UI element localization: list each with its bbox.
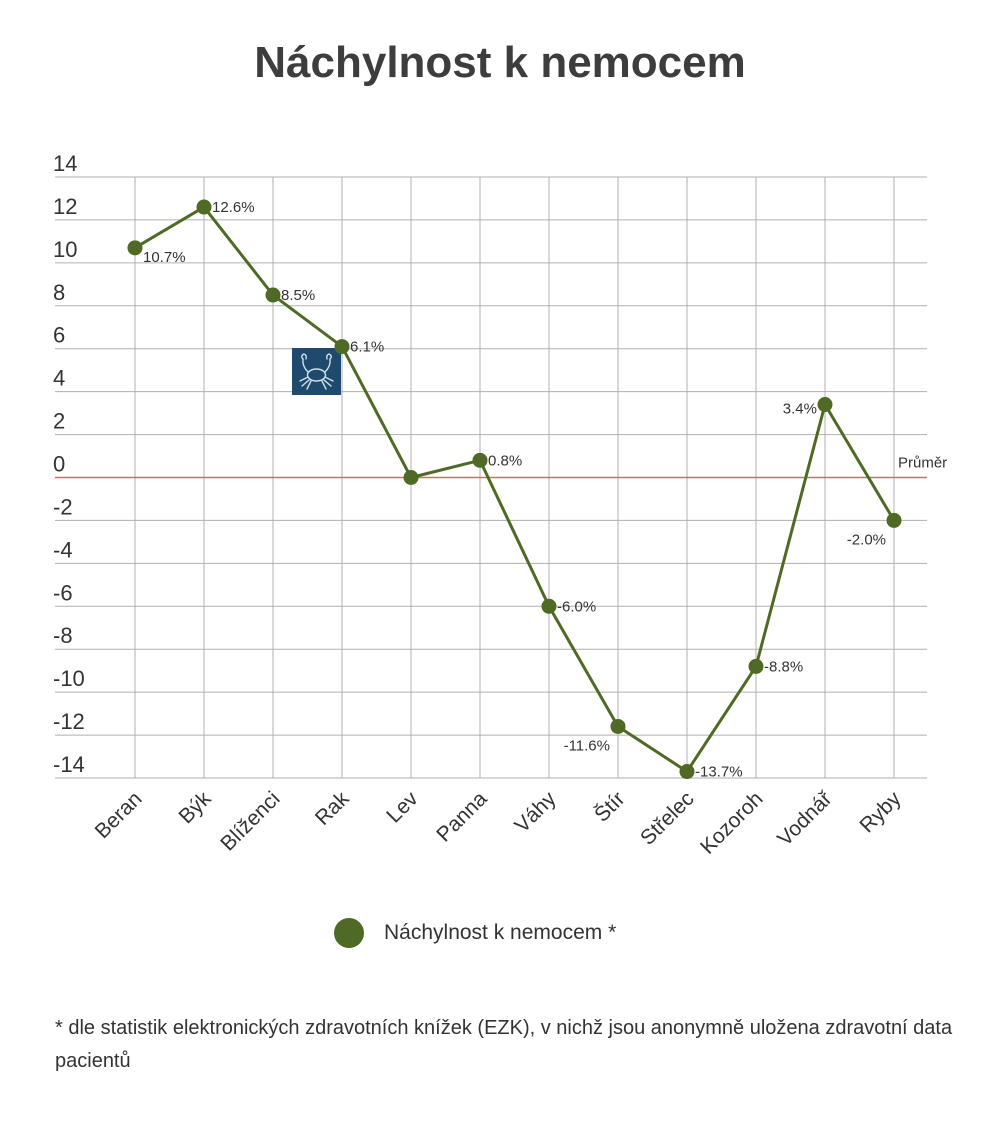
series-naychylnost (134, 205, 896, 774)
y-tick-label: -8 (53, 623, 73, 648)
data-label: -6.0% (557, 598, 596, 615)
data-label: 8.5% (281, 287, 315, 304)
y-tick-label: 12 (53, 194, 77, 219)
data-point (334, 339, 350, 355)
y-tick-label: -4 (53, 537, 73, 562)
legend-marker (334, 918, 364, 948)
x-tick-label: Ryby (855, 787, 905, 837)
data-label: 6.1% (350, 339, 384, 356)
x-tick-label: Blíženci (216, 787, 284, 855)
y-tick-label: -14 (53, 752, 85, 777)
reference-line-group: Průměr (55, 455, 947, 479)
y-tick-label: -2 (53, 494, 73, 519)
x-tick-label: Býk (175, 787, 216, 828)
x-tick-label: Štír (590, 787, 629, 826)
data-label: 3.4% (783, 401, 817, 418)
data-label: -11.6% (564, 737, 610, 754)
data-label: 10.7% (143, 249, 186, 266)
data-label: -2.0% (847, 531, 886, 548)
x-axis: Beran Býk Blíženci Rak Lev Panna Váhy Štír Střel… (91, 787, 906, 859)
x-tick-label: Rak (311, 787, 354, 830)
legend: Náchylnost k nemocem * (334, 918, 616, 948)
x-tick-label: Kozoroh (696, 787, 768, 859)
data-labels: 10.7% 12.6% 8.5% 6.1% 0.8% -6.0% -11.6% -13.7% -… (143, 199, 886, 781)
x-tick-label: Beran (91, 787, 147, 843)
data-point (817, 397, 833, 413)
y-tick-label: 8 (53, 280, 65, 305)
y-tick-label: 14 (53, 151, 77, 176)
x-tick-label: Váhy (510, 787, 560, 837)
data-points (127, 199, 902, 780)
y-tick-label: -10 (53, 666, 85, 691)
line-chart: 14 12 10 8 6 4 2 0 -2 -4 -6 -8 -10 -12 -14 Beran Býk Blí… (53, 151, 947, 859)
y-tick-label: 4 (53, 366, 65, 391)
data-point (472, 452, 488, 468)
y-tick-label: 10 (53, 237, 77, 262)
y-tick-label: 6 (53, 323, 65, 348)
data-label: -13.7% (695, 764, 743, 781)
reference-label: Průměr (898, 455, 947, 472)
x-tick-label: Panna (432, 787, 491, 846)
x-tick-label: Lev (382, 787, 423, 828)
legend-label: Náchylnost k nemocem * (384, 921, 617, 944)
x-tick-label: Vodnář (773, 787, 837, 851)
data-point (541, 598, 557, 614)
x-tick-label: Střelec (636, 787, 698, 849)
data-point (127, 240, 143, 256)
y-tick-label: -12 (53, 709, 85, 734)
data-label: -8.8% (764, 658, 803, 675)
data-point (610, 718, 626, 734)
data-point (886, 512, 902, 528)
data-label: 0.8% (488, 452, 522, 469)
series-line (134, 205, 896, 774)
y-axis: 14 12 10 8 6 4 2 0 -2 -4 -6 -8 -10 -12 -14 (53, 151, 85, 777)
crab-icon (292, 348, 341, 395)
y-tick-label: -6 (53, 580, 73, 605)
data-label: 12.6% (212, 199, 255, 216)
data-point (748, 658, 764, 674)
chart-title: Náchylnost k nemocem (254, 38, 746, 87)
footnote: * dle statistik elektronických zdravotní… (55, 1017, 953, 1072)
y-tick-label: 2 (53, 409, 65, 434)
data-point (196, 199, 212, 215)
data-point (265, 287, 281, 303)
y-tick-label: 0 (53, 452, 65, 477)
data-point (403, 470, 419, 485)
data-point (679, 764, 695, 780)
